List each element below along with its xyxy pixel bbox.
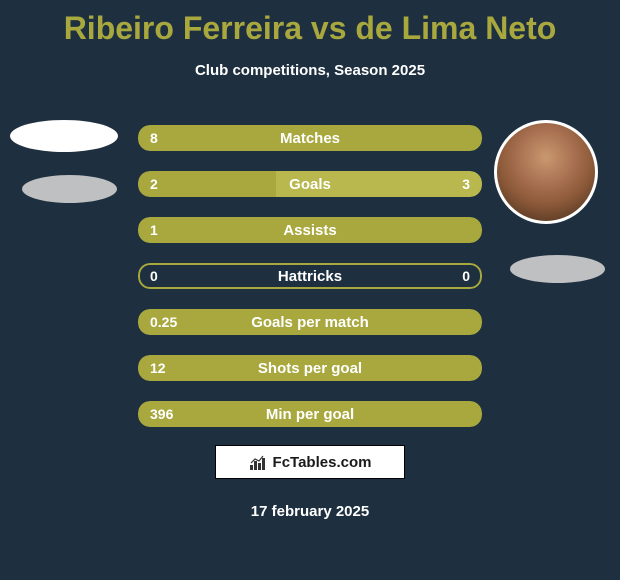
- stat-label: Goals: [138, 176, 482, 193]
- stat-value-left: 0.25: [150, 314, 177, 330]
- subtitle: Club competitions, Season 2025: [0, 62, 620, 79]
- stat-value-left: 0: [150, 268, 158, 284]
- player-left-avatar: [10, 120, 118, 152]
- stat-value-left: 1: [150, 222, 158, 238]
- stat-row: Matches8: [138, 125, 482, 151]
- player-right-shadow: [510, 255, 605, 283]
- stat-value-left: 2: [150, 176, 158, 192]
- stat-label: Min per goal: [138, 406, 482, 423]
- logo-text: FcTables.com: [273, 454, 372, 471]
- stat-value-right: 0: [462, 268, 470, 284]
- player-left-shadow: [22, 175, 117, 203]
- chart-icon: [249, 453, 267, 471]
- logo-box: FcTables.com: [215, 445, 405, 479]
- stat-label: Goals per match: [138, 314, 482, 331]
- stat-row: Goals per match0.25: [138, 309, 482, 335]
- stat-label: Matches: [138, 130, 482, 147]
- date-label: 17 february 2025: [0, 503, 620, 520]
- stat-row: Hattricks0 0: [138, 263, 482, 289]
- stat-label: Shots per goal: [138, 360, 482, 377]
- stats-container: Matches8 Goals2 3 Assists1 Hattricks0 0 Goals …: [138, 125, 482, 447]
- stat-row: Goals2 3: [138, 171, 482, 197]
- page-title: Ribeiro Ferreira vs de Lima Neto: [0, 0, 620, 47]
- stat-value-left: 12: [150, 360, 166, 376]
- stat-value-left: 8: [150, 130, 158, 146]
- stat-row: Min per goal396: [138, 401, 482, 427]
- stat-label: Hattricks: [138, 268, 482, 285]
- stat-row: Shots per goal12: [138, 355, 482, 381]
- stat-label: Assists: [138, 222, 482, 239]
- stat-value-right: 3: [462, 176, 470, 192]
- stat-row: Assists1: [138, 217, 482, 243]
- stat-value-left: 396: [150, 406, 173, 422]
- player-right-avatar: [494, 120, 598, 224]
